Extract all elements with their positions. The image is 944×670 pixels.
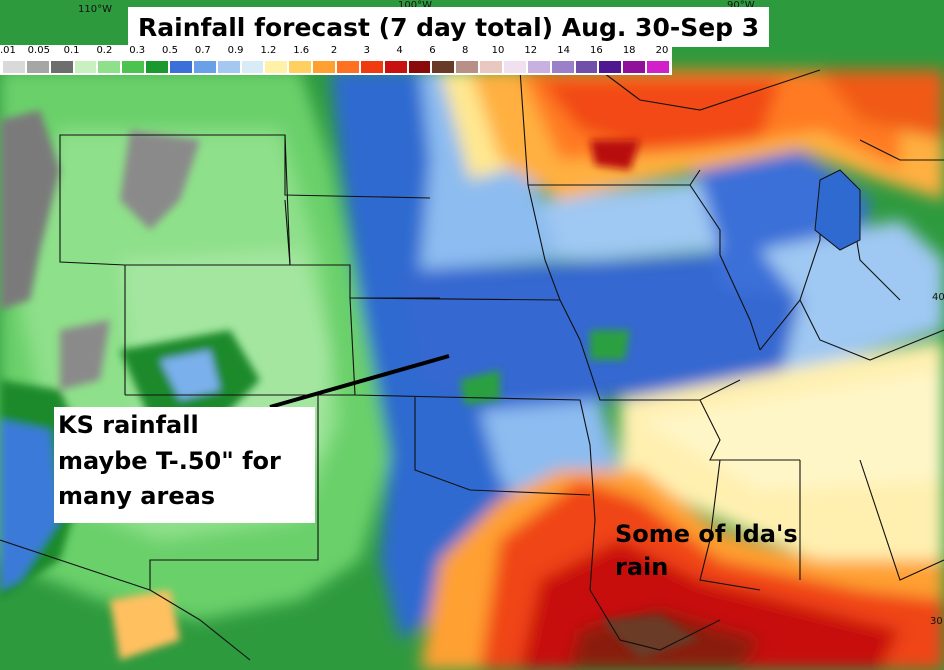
- legend-swatch: [264, 60, 289, 74]
- legend-swatch: [431, 60, 456, 74]
- legend-label: 0.5: [162, 45, 178, 56]
- longitude-label-90w: 90°W: [727, 0, 755, 11]
- legend-label: 0.05: [27, 45, 50, 56]
- legend-swatch: [598, 60, 623, 74]
- legend-label: 3: [363, 45, 370, 56]
- legend-labels: .01 0.05 0.1 0.2 0.3 0.5 0.7 0.9 1.2 1.6 2 3 4 6 8 10 12…: [0, 45, 672, 59]
- legend-label: 1.2: [260, 45, 277, 56]
- kansas-annotation-line-3: many areas: [58, 482, 216, 510]
- legend-label: .01: [0, 45, 16, 56]
- legend-swatch: [455, 60, 480, 74]
- legend-swatch: [73, 60, 98, 74]
- lake-michigan: [814, 169, 861, 251]
- legend-label: 1.6: [293, 45, 310, 56]
- legend-label: 4: [396, 45, 403, 56]
- legend-swatch: [25, 60, 50, 74]
- legend-label: 2: [330, 45, 338, 56]
- legend-swatch: [622, 60, 647, 74]
- legend-label: 8: [462, 45, 469, 56]
- legend-swatch: [97, 60, 122, 74]
- legend-swatch: [646, 60, 671, 74]
- kansas-annotation-line-2: maybe T-.50" for: [58, 447, 281, 475]
- state-boundaries: [0, 69, 944, 661]
- legend-swatch: [169, 60, 193, 74]
- legend-swatch: [312, 60, 337, 74]
- legend-swatch: [526, 60, 551, 74]
- legend-label: 14: [557, 45, 570, 56]
- longitude-label-110w: 110°W: [78, 4, 112, 15]
- legend-swatch: [216, 60, 241, 74]
- legend-label: 10: [491, 45, 505, 56]
- legend-label: 0.1: [63, 45, 80, 56]
- kansas-annotation-line-1: KS rainfall: [58, 411, 199, 439]
- rainfall-detail: [0, 110, 700, 660]
- legend-label: 6: [429, 45, 436, 56]
- ida-annotation-line-2: rain: [615, 553, 669, 581]
- legend-swatch: [550, 60, 575, 74]
- latitude-label-40: 40: [932, 292, 944, 303]
- legend-swatch: [407, 60, 432, 74]
- legend-swatch: [359, 60, 384, 74]
- legend-swatch: [574, 60, 599, 74]
- kansas-callout-line: [269, 354, 450, 409]
- legend-swatch: [503, 60, 527, 74]
- legend-label: 0.9: [227, 45, 244, 56]
- legend-label: 16: [590, 45, 603, 56]
- legend-label: 18: [622, 45, 636, 56]
- legend-swatch: [49, 60, 74, 74]
- legend-swatch: [121, 60, 146, 74]
- latitude-label-30: 30: [930, 616, 943, 627]
- legend-swatch: [2, 60, 26, 74]
- legend-label: 0.3: [129, 45, 146, 56]
- ida-annotation-line-1: Some of Ida's: [615, 520, 798, 548]
- legend-swatch: [145, 60, 170, 74]
- legend-label: 20: [655, 45, 669, 56]
- legend-label: 0.7: [194, 45, 211, 56]
- legend-label: 0.2: [96, 45, 113, 56]
- map-title-box: Rainfall forecast (7 day total) Aug. 30-…: [128, 7, 770, 47]
- legend-label: 12: [524, 45, 538, 56]
- kansas-annotation-box: KS rainfall maybe T-.50" for many areas: [54, 407, 315, 523]
- legend-color-bar: [0, 59, 672, 75]
- legend-swatch: [383, 60, 408, 74]
- map-title: Rainfall forecast (7 day total) Aug. 30-…: [138, 12, 760, 42]
- legend-swatch: [192, 60, 217, 74]
- legend-swatch: [479, 60, 504, 74]
- legend-swatch: [240, 60, 265, 74]
- legend-swatch: [288, 60, 313, 74]
- longitude-label-100w: 100°W: [398, 0, 432, 11]
- legend-swatch: [336, 60, 360, 74]
